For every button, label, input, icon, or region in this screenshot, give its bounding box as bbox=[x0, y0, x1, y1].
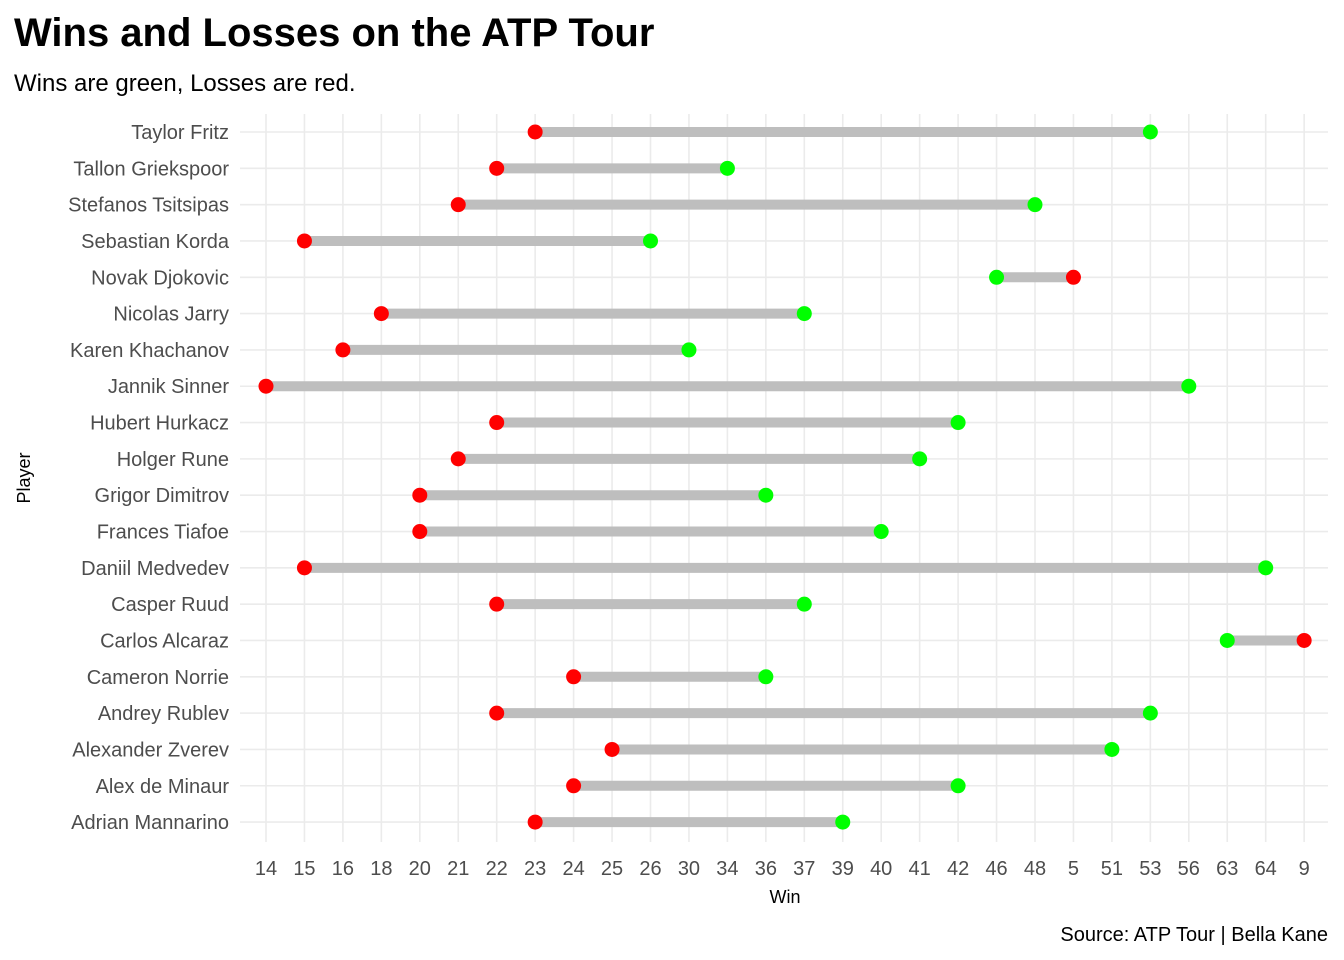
x-tick-label: 15 bbox=[293, 858, 315, 880]
y-tick-label: Jannik Sinner bbox=[108, 376, 230, 398]
y-tick-label: Adrian Mannarino bbox=[71, 812, 229, 834]
x-tick-label: 37 bbox=[793, 858, 815, 880]
loss-point bbox=[604, 741, 620, 757]
x-tick-label: 48 bbox=[1024, 858, 1046, 880]
y-tick-label: Hubert Hurkacz bbox=[90, 413, 229, 435]
y-tick-label: Karen Khachanov bbox=[70, 340, 229, 362]
win-point bbox=[912, 451, 928, 467]
loss-point bbox=[489, 596, 505, 612]
x-tick-label: 42 bbox=[947, 858, 969, 880]
x-tick-label: 16 bbox=[332, 858, 354, 880]
x-tick-label: 46 bbox=[985, 858, 1007, 880]
x-tick-label: 23 bbox=[524, 858, 546, 880]
loss-point bbox=[489, 415, 505, 431]
segments bbox=[266, 127, 1305, 828]
win-point bbox=[873, 524, 889, 540]
x-tick-label: 30 bbox=[678, 858, 700, 880]
loss-point bbox=[489, 160, 505, 176]
x-tick-label: 63 bbox=[1216, 858, 1238, 880]
win-point bbox=[835, 814, 851, 830]
x-axis-ticks: 14 15 16 18 20 21 22 23 24 25 26 30 34 36 37 39 40 41 42 46… bbox=[255, 858, 1310, 880]
y-tick-label: Andrey Rublev bbox=[98, 703, 229, 725]
loss-point bbox=[566, 778, 582, 794]
loss-point bbox=[296, 233, 312, 249]
win-point bbox=[796, 596, 812, 612]
x-tick-label: 64 bbox=[1255, 858, 1277, 880]
win-point bbox=[1258, 560, 1274, 576]
loss-point bbox=[527, 124, 543, 140]
y-tick-label: Frances Tiafoe bbox=[97, 522, 229, 544]
loss-point bbox=[450, 451, 466, 467]
x-tick-label: 22 bbox=[486, 858, 508, 880]
y-tick-label: Nicolas Jarry bbox=[113, 304, 229, 326]
y-axis-ticks: Taylor Fritz Tallon Griekspoor Stefanos Ts… bbox=[68, 122, 230, 834]
x-tick-label: 24 bbox=[562, 858, 584, 880]
win-point bbox=[719, 160, 735, 176]
y-tick-label: Grigor Dimitrov bbox=[95, 485, 229, 507]
loss-point bbox=[412, 524, 428, 540]
y-tick-label: Carlos Alcaraz bbox=[100, 630, 229, 652]
win-point bbox=[1181, 378, 1197, 394]
win-point bbox=[796, 306, 812, 322]
win-point bbox=[1142, 124, 1158, 140]
win-point bbox=[950, 415, 966, 431]
y-tick-label: Alex de Minaur bbox=[96, 776, 230, 798]
chart-subtitle: Wins are green, Losses are red. bbox=[14, 70, 356, 97]
win-point bbox=[950, 778, 966, 794]
y-tick-label: Casper Ruud bbox=[111, 594, 229, 616]
loss-point bbox=[1065, 269, 1081, 285]
x-tick-label: 21 bbox=[447, 858, 469, 880]
x-tick-label: 9 bbox=[1299, 858, 1310, 880]
loss-point bbox=[450, 197, 466, 213]
y-tick-label: Tallon Griekspoor bbox=[73, 158, 229, 180]
loss-point bbox=[258, 378, 274, 394]
y-tick-label: Holger Rune bbox=[117, 449, 229, 471]
loss-point bbox=[296, 560, 312, 576]
loss-point bbox=[527, 814, 543, 830]
win-point bbox=[1219, 632, 1235, 648]
x-tick-label: 41 bbox=[909, 858, 931, 880]
x-tick-label: 25 bbox=[601, 858, 623, 880]
win-point bbox=[989, 269, 1005, 285]
loss-point bbox=[1296, 632, 1312, 648]
x-tick-label: 51 bbox=[1101, 858, 1123, 880]
y-tick-label: Stefanos Tsitsipas bbox=[68, 195, 229, 217]
y-tick-label: Sebastian Korda bbox=[81, 231, 230, 253]
grid bbox=[240, 114, 1328, 842]
chart-title: Wins and Losses on the ATP Tour bbox=[14, 11, 654, 55]
x-tick-label: 18 bbox=[370, 858, 392, 880]
chart-caption: Source: ATP Tour | Bella Kane bbox=[1060, 924, 1328, 946]
loss-point bbox=[335, 342, 351, 358]
x-tick-label: 36 bbox=[755, 858, 777, 880]
y-tick-label: Novak Djokovic bbox=[91, 267, 229, 289]
loss-point bbox=[566, 669, 582, 685]
loss-point bbox=[373, 306, 389, 322]
y-tick-label: Alexander Zverev bbox=[72, 739, 229, 761]
y-axis-label: Player bbox=[14, 452, 34, 503]
x-tick-label: 5 bbox=[1068, 858, 1079, 880]
loss-point bbox=[489, 705, 505, 721]
y-tick-label: Taylor Fritz bbox=[131, 122, 229, 144]
win-point bbox=[1104, 741, 1120, 757]
x-tick-label: 56 bbox=[1178, 858, 1200, 880]
win-point bbox=[758, 487, 774, 503]
x-axis-label: Win bbox=[770, 887, 801, 907]
x-tick-label: 26 bbox=[639, 858, 661, 880]
x-tick-label: 34 bbox=[716, 858, 738, 880]
y-tick-label: Daniil Medvedev bbox=[81, 558, 229, 580]
x-tick-label: 14 bbox=[255, 858, 277, 880]
win-point bbox=[758, 669, 774, 685]
x-tick-label: 39 bbox=[832, 858, 854, 880]
loss-point bbox=[412, 487, 428, 503]
x-tick-label: 40 bbox=[870, 858, 892, 880]
x-tick-label: 53 bbox=[1139, 858, 1161, 880]
y-tick-label: Cameron Norrie bbox=[87, 667, 229, 689]
win-point bbox=[681, 342, 697, 358]
win-point bbox=[643, 233, 658, 249]
points bbox=[258, 124, 1312, 830]
x-tick-label: 20 bbox=[409, 858, 431, 880]
win-point bbox=[1027, 197, 1043, 213]
win-point bbox=[1142, 705, 1158, 721]
